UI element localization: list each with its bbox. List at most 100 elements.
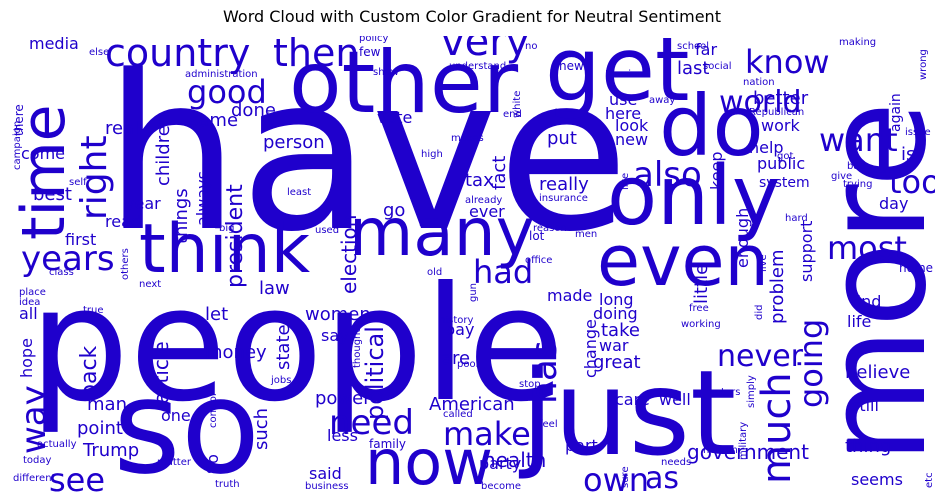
word: even (597, 220, 769, 302)
word: have (104, 36, 630, 279)
word: away (649, 95, 676, 106)
word: own (583, 461, 650, 494)
chart-title: Word Cloud with Custom Color Gradient fo… (223, 7, 721, 26)
word: had (473, 253, 534, 291)
word: gun (468, 282, 479, 302)
word: wrong (918, 49, 929, 80)
word: old (427, 267, 443, 278)
word: military (738, 421, 749, 460)
word: left (266, 111, 277, 128)
word: class (49, 267, 74, 278)
word: enough (733, 207, 752, 268)
word: good (187, 73, 267, 111)
word: years (21, 239, 115, 279)
word: Russian (605, 69, 644, 80)
word: understand (449, 61, 507, 72)
word: big (219, 223, 235, 234)
word: makes (451, 133, 484, 144)
word: media (29, 36, 79, 53)
word: little (691, 263, 712, 304)
word: insurance (539, 193, 588, 204)
word: policy (359, 36, 389, 44)
word: war (599, 336, 629, 355)
word: ever (469, 202, 505, 221)
word: article (149, 341, 173, 404)
word: read (105, 212, 142, 231)
word: making (839, 37, 877, 48)
word: too (889, 163, 935, 201)
word: Republican (749, 107, 805, 118)
word: needs (661, 457, 692, 468)
word: least (287, 187, 312, 198)
word: idea (19, 297, 41, 308)
word: believe (845, 362, 911, 383)
word: health (483, 448, 547, 472)
word: like (620, 172, 631, 190)
word: never (717, 339, 804, 374)
word: law (259, 278, 290, 299)
word: administration (185, 69, 258, 80)
word: truth (215, 479, 240, 490)
word: problem (767, 249, 788, 324)
word: great (593, 352, 641, 373)
word: one (161, 406, 191, 425)
word: true (83, 305, 104, 316)
word: much (754, 372, 800, 484)
word: simply (746, 375, 757, 408)
word: see (49, 461, 106, 494)
word: American (429, 394, 515, 415)
word: help (749, 138, 784, 157)
word: better (753, 88, 809, 109)
word: give (831, 171, 853, 182)
word: nation (743, 77, 775, 88)
word: hard (785, 213, 808, 224)
word: bad (847, 161, 866, 172)
word: reason (533, 223, 567, 234)
word: hope (17, 338, 36, 378)
word: party (479, 454, 522, 473)
word: etc (924, 472, 935, 488)
word: support (797, 220, 816, 282)
word: life (847, 312, 872, 331)
word: pay (445, 320, 475, 339)
word: feel (539, 419, 558, 430)
word: use (609, 90, 638, 109)
word: social (703, 61, 732, 72)
word: home (899, 261, 934, 275)
word: care (615, 390, 650, 409)
word: office (525, 255, 553, 266)
word: think (139, 210, 311, 289)
word: only (607, 149, 781, 244)
word-cloud: have people more so just other get do on… (9, 36, 935, 494)
word: best (33, 184, 72, 205)
word: trying (843, 179, 873, 190)
word: school (677, 41, 710, 52)
word: So (203, 454, 222, 474)
word: well (659, 390, 691, 409)
word: done (231, 100, 276, 121)
word: also (633, 155, 702, 195)
word: still (851, 396, 879, 415)
word: made (547, 286, 593, 305)
word: self (69, 177, 87, 188)
word: say (321, 326, 349, 345)
word: then (273, 36, 360, 75)
word: same (189, 110, 239, 131)
word: has (524, 340, 565, 404)
word: course (867, 165, 901, 176)
word: such (251, 407, 272, 450)
word: always (193, 171, 212, 226)
word: end (503, 109, 522, 120)
word: system (759, 175, 810, 191)
word: news (559, 59, 591, 73)
word: others (120, 248, 131, 280)
word: working (681, 319, 721, 330)
word: election (337, 214, 361, 294)
word: live (758, 254, 769, 272)
word: women (305, 304, 371, 325)
word: state (273, 324, 294, 370)
word: today (23, 455, 52, 466)
word: children (153, 113, 174, 186)
word: most (827, 229, 907, 267)
word: people (29, 253, 565, 437)
